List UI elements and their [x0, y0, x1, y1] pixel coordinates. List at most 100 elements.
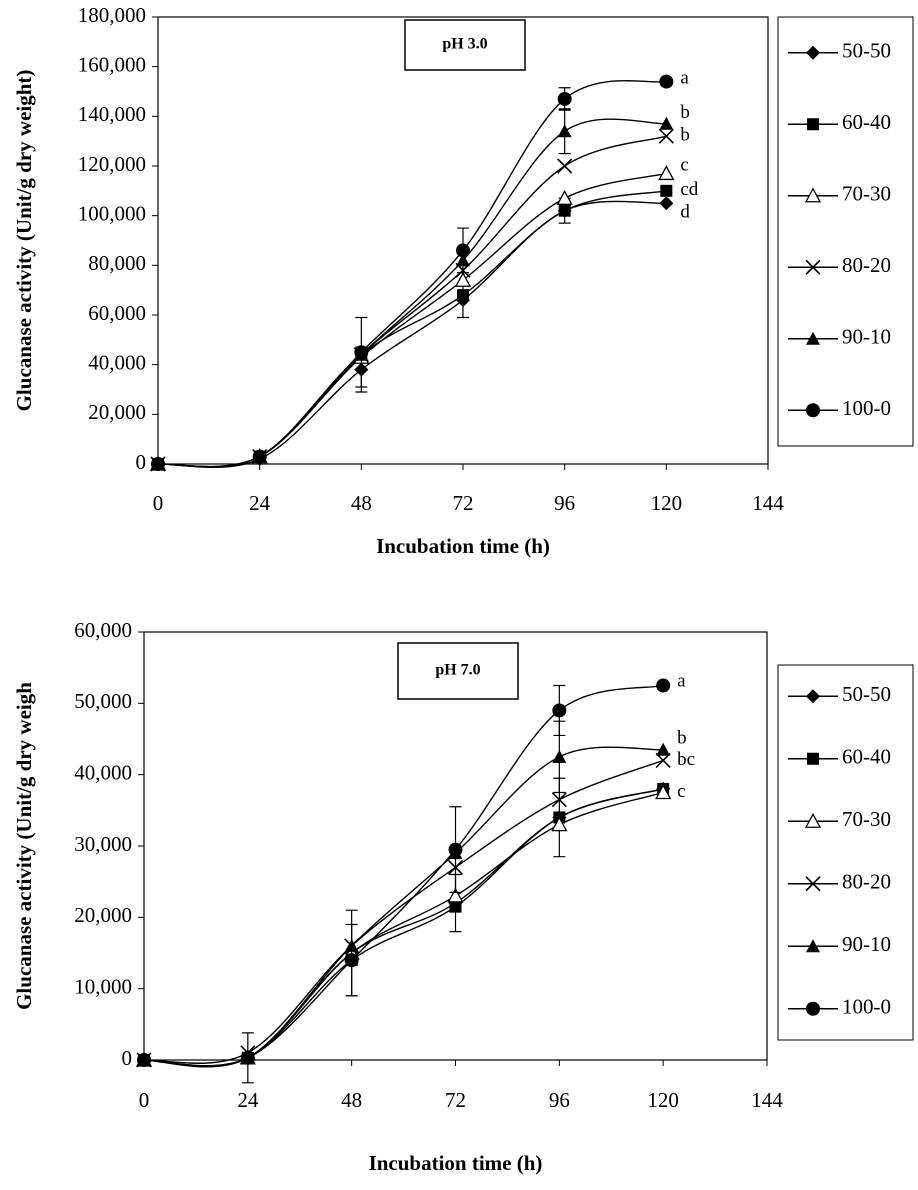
significance-label: b	[680, 125, 690, 146]
data-point	[137, 1053, 151, 1067]
significance-label: bc	[677, 749, 695, 770]
series-line	[157, 190, 667, 468]
data-point	[558, 204, 571, 217]
legend-label: 80-20	[842, 253, 891, 277]
y-axis-label: Glucanase activity (Unit/g dry weigh	[12, 682, 36, 1010]
data-point	[659, 116, 674, 130]
legend-label: 60-40	[842, 110, 891, 134]
data-point	[552, 749, 567, 763]
data-point	[655, 784, 672, 800]
legend-label: 60-40	[842, 745, 891, 769]
data-point	[449, 900, 462, 913]
data-point	[448, 842, 463, 857]
chart-title: pH 7.0	[435, 662, 480, 679]
significance-label: a	[677, 670, 686, 691]
y-tick-label: 20,000	[88, 400, 146, 424]
legend-marker	[806, 939, 820, 953]
legend-marker	[806, 1001, 820, 1016]
x-axis-label: Incubation time (h)	[369, 1151, 543, 1175]
y-tick-label: 10,000	[74, 974, 132, 998]
legend-label: 100-0	[842, 396, 891, 420]
legend-marker	[806, 45, 820, 60]
data-point	[557, 124, 572, 138]
data-point	[240, 1050, 255, 1065]
legend-box	[777, 664, 914, 1041]
legend-marker	[806, 689, 820, 704]
series-line	[157, 172, 667, 468]
data-point	[658, 165, 675, 181]
x-tick-label: 24	[237, 1088, 259, 1112]
data-point	[655, 752, 671, 768]
data-point	[344, 953, 359, 968]
y-tick-label: 100,000	[78, 201, 146, 225]
legend-label: 90-10	[842, 325, 891, 349]
x-tick-label: 0	[139, 1088, 150, 1112]
legend-label: 70-30	[842, 182, 891, 206]
series-line	[157, 80, 667, 468]
legend-box	[777, 16, 914, 447]
y-tick-label: 180,000	[78, 3, 146, 27]
legend-marker	[804, 187, 822, 203]
x-tick-label: 0	[153, 491, 164, 515]
data-point	[551, 816, 568, 832]
x-tick-label: 144	[752, 491, 784, 515]
x-tick-label: 72	[445, 1088, 466, 1112]
title-box	[404, 19, 526, 71]
y-tick-label: 140,000	[78, 102, 146, 126]
legend-marker	[805, 259, 821, 275]
x-tick-label: 48	[351, 491, 372, 515]
x-tick-label: 24	[249, 491, 271, 515]
data-point	[551, 792, 567, 808]
series-line	[157, 118, 667, 468]
y-tick-label: 80,000	[88, 251, 146, 275]
y-tick-label: 30,000	[74, 832, 132, 856]
x-tick-label: 120	[647, 1088, 679, 1112]
y-tick-label: 50,000	[74, 689, 132, 713]
data-point	[557, 91, 572, 106]
legend-label: 50-50	[842, 682, 891, 706]
significance-label: cd	[680, 179, 698, 200]
x-tick-label: 96	[549, 1088, 570, 1112]
x-tick-label: 144	[751, 1088, 783, 1112]
legend-marker	[806, 331, 820, 345]
significance-label: c	[677, 781, 685, 802]
data-point	[151, 457, 165, 471]
chart-title: pH 3.0	[442, 36, 487, 53]
data-point	[557, 158, 573, 174]
y-tick-label: 0	[136, 450, 147, 474]
series-line	[143, 684, 664, 1067]
series-line	[157, 200, 667, 468]
y-tick-label: 20,000	[74, 903, 132, 927]
legend-marker	[806, 403, 820, 418]
data-point	[656, 742, 671, 756]
legend-label: 70-30	[842, 807, 891, 831]
data-point	[447, 887, 464, 903]
data-point	[457, 289, 469, 302]
significance-label: b	[680, 102, 690, 123]
title-box	[397, 642, 519, 700]
legend-marker	[804, 812, 822, 828]
data-point	[660, 184, 673, 197]
data-point	[556, 189, 573, 205]
data-point	[354, 345, 369, 360]
series-line	[143, 791, 664, 1067]
legend-marker	[807, 118, 819, 131]
significance-label: c	[680, 154, 688, 175]
legend-label: 80-20	[842, 870, 891, 894]
data-point	[454, 271, 472, 287]
y-tick-label: 120,000	[78, 152, 146, 176]
x-tick-label: 120	[651, 491, 683, 515]
data-point	[658, 128, 674, 144]
data-point	[656, 678, 671, 693]
significance-label: d	[680, 202, 690, 223]
legend-marker	[807, 752, 819, 765]
x-tick-label: 96	[554, 491, 575, 515]
x-axis-label: Incubation time (h)	[376, 534, 550, 558]
legend-label: 50-50	[842, 39, 891, 63]
legend-label: 100-0	[842, 995, 891, 1019]
series-line	[157, 135, 667, 468]
y-tick-label: 40,000	[74, 760, 132, 784]
legend-label: 90-10	[842, 932, 891, 956]
data-point	[659, 74, 674, 89]
significance-label: b	[677, 727, 687, 748]
